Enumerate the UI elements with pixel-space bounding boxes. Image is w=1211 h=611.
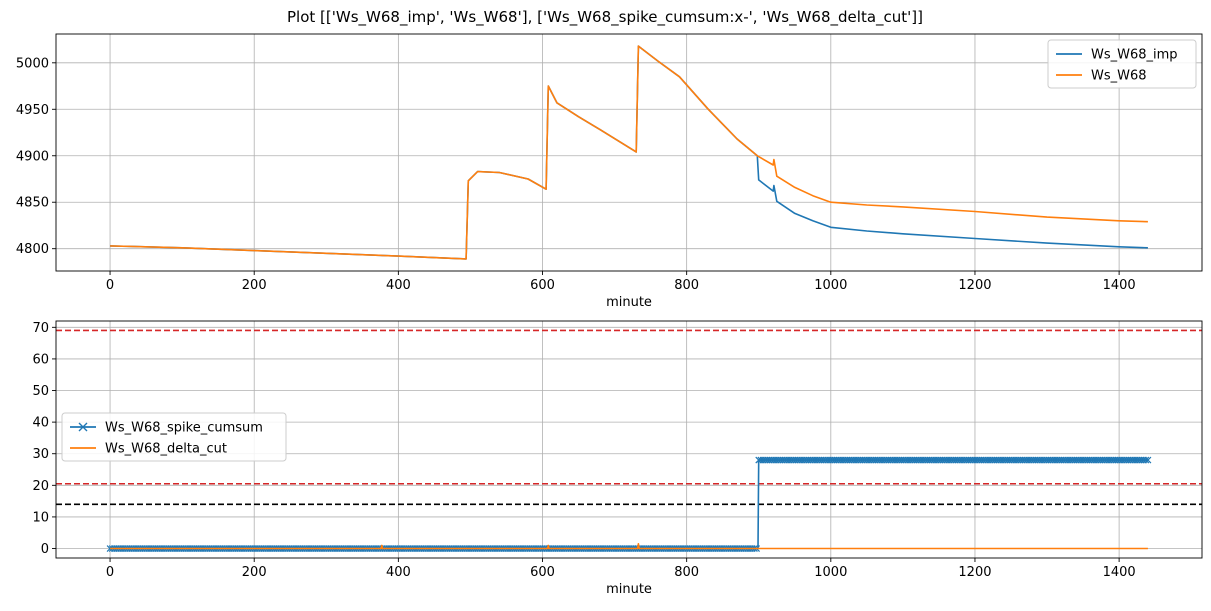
legend-label: Ws_W68_delta_cut: [105, 442, 227, 457]
y-tick-label: 40: [32, 416, 49, 431]
legend-label: Ws_W68: [1091, 69, 1147, 84]
series-Ws_W68: [110, 45, 1148, 260]
x-tick-label: 400: [386, 278, 411, 293]
bottom-plot-axes: 0 200 400 600 800 1000 1200 1400 0 10 20 30 40 50 60 70…: [32, 320, 1203, 597]
x-tick-label: 1000: [814, 278, 847, 293]
x-tick-label: 600: [530, 278, 555, 293]
y-tick-label: 20: [32, 479, 49, 494]
series-line: [110, 543, 1148, 550]
y-tick-label: 30: [32, 447, 49, 462]
axes-frame: [55, 33, 1203, 272]
x-tick-label: 200: [242, 278, 267, 293]
y-tick-label: 50: [32, 384, 49, 399]
axes-frame: [55, 320, 1203, 559]
figure-title: Plot [['Ws_W68_imp', 'Ws_W68'], ['Ws_W68…: [287, 8, 923, 27]
y-tick-label: 4950: [16, 103, 49, 118]
series-line: [110, 45, 1148, 260]
y-tick-label: 10: [32, 510, 49, 525]
y-tick-label: 4850: [16, 196, 49, 211]
x-tick-label: 800: [674, 565, 699, 580]
x-axis-label: minute: [606, 295, 652, 310]
x-tick-label: 0: [106, 278, 114, 293]
series-line: [110, 45, 1148, 260]
y-tick-label: 5000: [16, 56, 49, 71]
y-tick-label: 60: [32, 352, 49, 367]
x-tick-label: 200: [242, 565, 267, 580]
x-tick-label: 1000: [814, 565, 847, 580]
x-tick-label: 400: [386, 565, 411, 580]
legend-label: Ws_W68_imp: [1091, 48, 1178, 63]
top-plot-axes: 0 200 400 600 800 1000 1200 1400 4800 4850 4900 495…: [16, 33, 1203, 310]
legend-label: Ws_W68_spike_cumsum: [105, 421, 263, 436]
x-tick-label: 1200: [958, 565, 991, 580]
y-tick-label: 70: [32, 321, 49, 336]
x-marker: [1144, 456, 1152, 464]
x-tick-label: 0: [106, 565, 114, 580]
legend-box: [1047, 39, 1197, 89]
legend-box: [61, 412, 287, 462]
y-tick-label: 4800: [16, 242, 49, 257]
series-Ws_W68_imp: [110, 45, 1148, 260]
series-Ws_W68_delta_cut: [110, 543, 1148, 550]
x-marker: [1142, 456, 1150, 464]
x-tick-label: 800: [674, 278, 699, 293]
y-tick-label: 4900: [16, 149, 49, 164]
x-tick-label: 600: [530, 565, 555, 580]
x-axis-label: minute: [606, 582, 652, 597]
y-tick-label: 0: [41, 542, 49, 557]
x-tick-label: 1400: [1103, 278, 1136, 293]
legend-marker: [78, 422, 88, 432]
x-tick-label: 1200: [958, 278, 991, 293]
x-tick-label: 1400: [1103, 565, 1136, 580]
